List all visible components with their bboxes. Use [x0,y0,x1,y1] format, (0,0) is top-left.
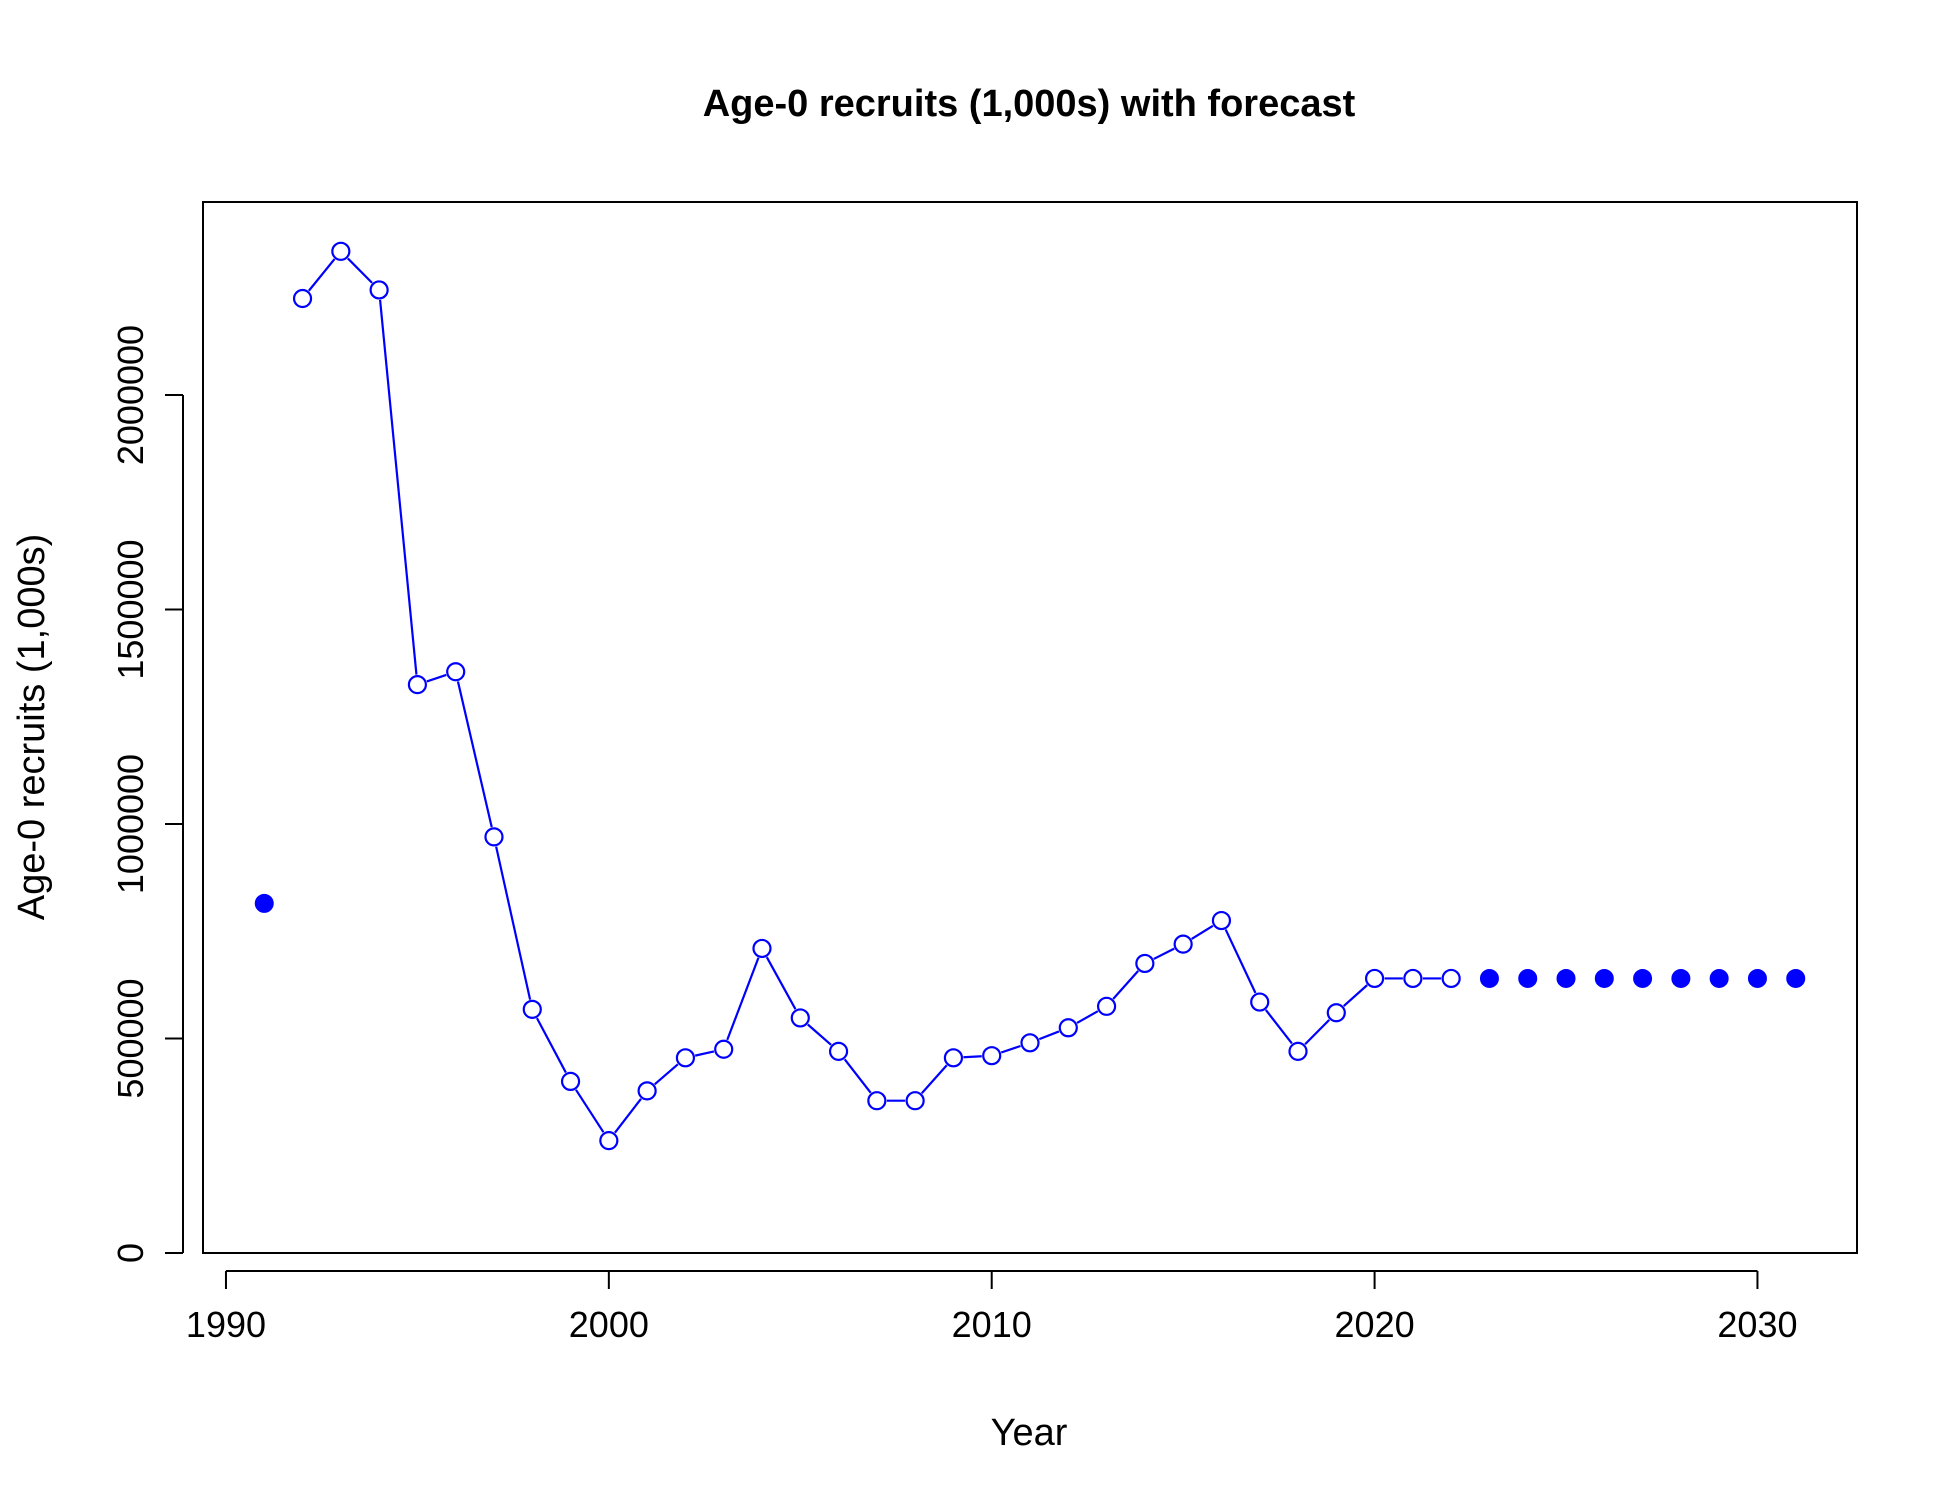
series-line-segment [694,1050,715,1057]
x-tick-label: 2030 [1717,1304,1797,1345]
y-tick-label: 0 [110,1243,151,1263]
series-line-segment [1000,1044,1021,1054]
y-tick-label: 2000000 [110,325,151,465]
data-point-filled [1556,968,1576,988]
series-line-segment [1191,924,1214,940]
series-line-segment [920,1064,948,1094]
series-line-segment [726,957,760,1041]
data-point [1364,968,1385,989]
data-point [1096,996,1117,1016]
data-point [1288,1041,1308,1061]
data-point [637,1081,657,1101]
data-point-filled [1633,968,1653,988]
data-point [1250,992,1270,1012]
y-tick-label: 1500000 [110,539,151,679]
data-point [1441,968,1461,989]
series-line-segment [1153,947,1175,960]
chart-title: Age-0 recruits (1,000s) with forecast [703,83,1356,125]
data-point [599,1131,619,1151]
data-point [675,1048,696,1068]
series-line-segment [1112,970,1140,1000]
data-point [982,1046,1002,1066]
data-point [1326,1003,1346,1023]
series-line-segment [1343,984,1368,1007]
data-point [484,827,504,847]
series-line-segment [456,681,493,828]
data-point [1403,968,1423,989]
data-point [1135,953,1155,974]
data-point-filled [254,893,274,913]
series-line-segment [807,1023,832,1046]
data-point-filled [1786,968,1806,988]
data-point [905,1091,925,1111]
data-point [407,675,428,695]
series-line-segment [347,257,373,284]
series-line-segment [1038,1030,1060,1041]
data-point-filled [1671,968,1691,988]
series-layer [254,241,1806,1151]
x-axis-label: Year [991,1412,1068,1454]
data-point-filled [1594,968,1614,988]
x-tick-label: 1990 [186,1304,266,1345]
series-line-segment [378,299,418,675]
data-point [790,1008,810,1028]
data-point [369,280,389,300]
data-point [522,999,542,1019]
data-point [943,1048,964,1068]
series-line-segment [1264,1009,1293,1045]
data-point-filled [1518,968,1538,988]
data-point [714,1039,734,1059]
series-line-segment [963,1055,982,1059]
data-point [828,1041,849,1061]
y-tick-label: 500000 [110,978,151,1098]
series-line-segment [1076,1010,1099,1024]
series-line-segment [495,846,532,1000]
data-point [1020,1033,1040,1053]
data-point [560,1071,581,1092]
data-point [1173,934,1193,954]
data-point [446,662,466,682]
data-point [331,241,351,261]
y-axis: 0 500000 1000000 1500000 2000000 [110,325,184,1263]
y-axis-label: Age-0 recruits (1,000s) [11,534,53,921]
series-line-segment [1224,929,1257,994]
series-line-segment [614,1098,642,1134]
series-line-segment [575,1089,605,1133]
x-tick-label: 2000 [569,1304,649,1345]
data-point [1211,910,1232,931]
data-point [1058,1018,1078,1038]
data-point-filled [1747,968,1767,988]
series-line-segment [307,258,336,292]
series-line-segment [843,1058,872,1094]
series-line-segment [765,956,797,1010]
data-point-filled [1709,968,1729,988]
plot-frame [202,201,1858,1254]
series-line-segment [426,673,447,683]
x-axis: 1990 2000 2010 2020 2030 [186,1270,1798,1345]
data-point-filled [1479,968,1499,988]
data-point [292,288,313,309]
series-line-segment [535,1017,567,1074]
data-point [867,1091,887,1111]
series-line-segment [653,1063,679,1086]
data-point [752,938,772,959]
series-line-segment [1304,1019,1331,1046]
x-tick-label: 2020 [1335,1304,1415,1345]
y-tick-label: 1000000 [110,754,151,894]
x-tick-label: 2010 [952,1304,1032,1345]
